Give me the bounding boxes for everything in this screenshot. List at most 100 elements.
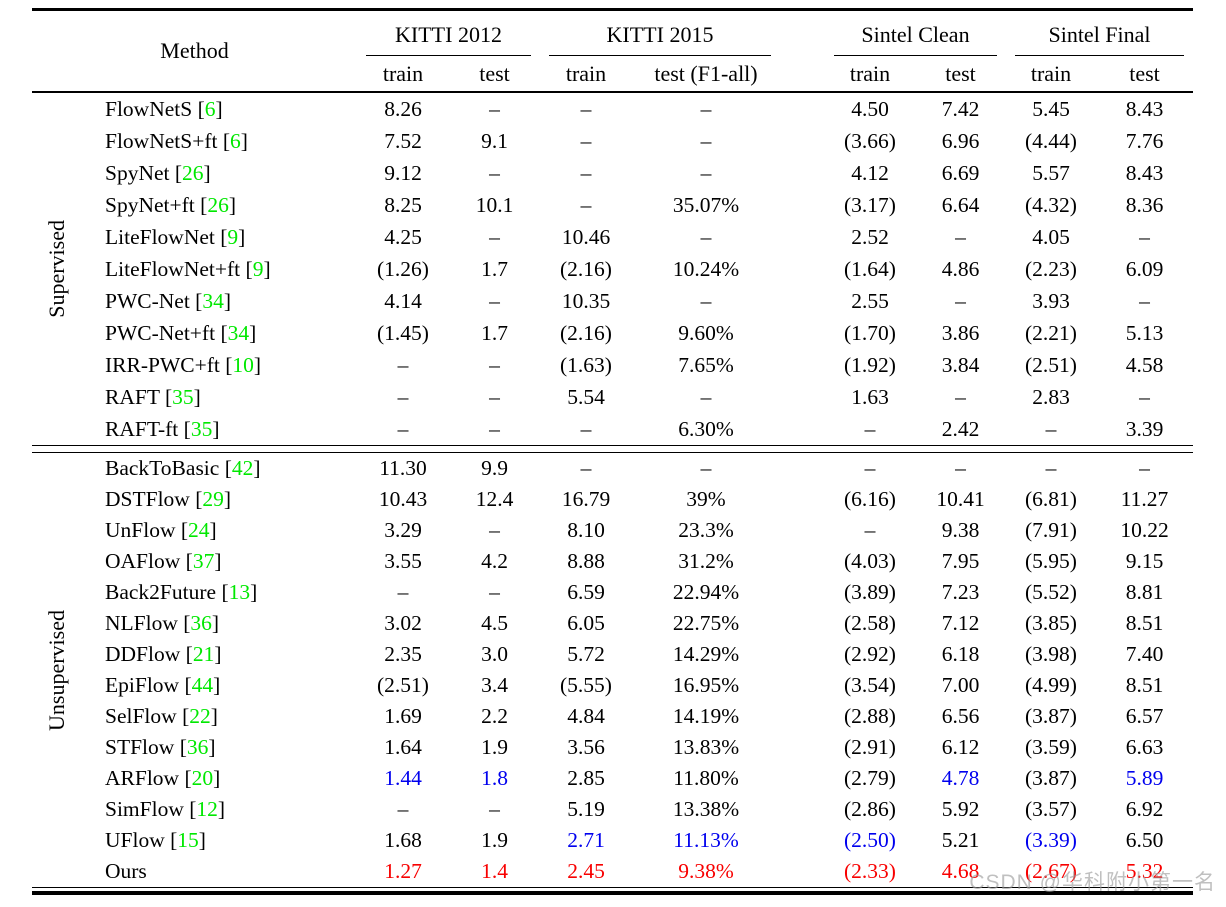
value-cell: – [955, 288, 966, 313]
value-cell: 6.96 [941, 128, 980, 153]
value-cell: – [1045, 456, 1057, 480]
value-cell: – [700, 128, 712, 153]
value-cell: 5.21 [941, 828, 980, 852]
method-name: UFlow [15] [105, 828, 206, 852]
value-cell: 1.9 [481, 828, 508, 852]
value-cell: (2.33) [844, 859, 896, 883]
group-header-underline [366, 55, 531, 56]
method-name: PWC-Net+ft [34] [105, 320, 257, 345]
group-header-sintel-final: Sintel Final [1006, 11, 1193, 56]
value-cell: – [489, 518, 500, 542]
value-cell: – [580, 192, 592, 217]
value-cell: 4.2 [481, 549, 508, 573]
value-cell: 14.19% [672, 704, 740, 728]
value-cell: – [955, 456, 966, 480]
table-row: PWC-Net [34] 4.14 – 10.35 – 2.55 – 3.93 – [82, 285, 1193, 317]
group-header-underline [834, 55, 997, 56]
value-cell: 7.12 [941, 611, 980, 635]
value-cell: 6.05 [567, 611, 605, 635]
value-cell: 3.39 [1125, 416, 1164, 441]
table-top-rule [32, 8, 1193, 11]
value-cell: 1.8 [481, 766, 508, 790]
value-cell: (5.95) [1025, 549, 1077, 573]
value-cell: 3.86 [941, 320, 980, 345]
value-cell: 2.71 [567, 828, 605, 852]
citation-ref: 9 [227, 224, 239, 249]
value-cell: 6.57 [1125, 704, 1164, 728]
method-name: NLFlow [36] [105, 611, 220, 635]
citation-ref: 26 [207, 192, 229, 217]
table-row: LiteFlowNet+ft [9] (1.26) 1.7 (2.16) 10.24% (… [82, 253, 1193, 285]
value-cell: (7.91) [1025, 518, 1077, 542]
value-cell: 3.29 [384, 518, 422, 542]
method-name-text: PWC-Net+ft [105, 320, 216, 345]
value-cell: 5.89 [1125, 766, 1164, 790]
section-label-text: Unsupervised [44, 609, 69, 731]
value-cell: 6.63 [1125, 735, 1164, 759]
value-cell: 2.85 [567, 766, 605, 790]
value-cell: – [489, 416, 500, 441]
value-cell: 8.43 [1125, 96, 1164, 121]
value-cell: (2.79) [844, 766, 896, 790]
value-cell: 7.40 [1125, 642, 1164, 666]
method-name-text: FlowNetS [105, 96, 193, 121]
citation-ref: 9 [252, 256, 264, 281]
table-row: DSTFlow [29] 10.43 12.4 16.79 39% (6.16) 10.41… [82, 484, 1193, 515]
value-cell: – [397, 580, 409, 604]
value-cell: 2.55 [851, 288, 889, 313]
method-name: UnFlow [24] [105, 518, 217, 542]
value-cell: 10.22 [1120, 518, 1169, 542]
subcolumn-header: train [849, 60, 891, 86]
table-row: SpyNet [26] 9.12 – – – 4.12 6.69 5.57 8.43 [82, 157, 1193, 189]
group-header-underline [549, 55, 771, 56]
method-name-text: ARFlow [105, 766, 180, 790]
value-cell: 8.25 [384, 192, 422, 217]
method-name: STFlow [36] [105, 735, 216, 759]
value-cell: (2.58) [844, 611, 896, 635]
value-cell: (1.45) [377, 320, 429, 345]
method-name: OAFlow [37] [105, 549, 222, 573]
value-cell: 3.56 [567, 735, 605, 759]
method-name: DSTFlow [29] [105, 487, 232, 511]
method-name: Back2Future [13] [105, 580, 258, 604]
value-cell: (3.54) [844, 673, 896, 697]
value-cell: (3.66) [844, 128, 896, 153]
value-cell: (2.88) [844, 704, 896, 728]
value-cell: – [489, 96, 500, 121]
value-cell: 6.56 [941, 704, 980, 728]
value-cell: 35.07% [672, 192, 740, 217]
table-row: EpiFlow [44] (2.51) 3.4 (5.55) 16.95% (3.54) 7… [82, 670, 1193, 701]
value-cell: (4.32) [1025, 192, 1077, 217]
table-row: RAFT-ft [35] – – – 6.30% – 2.42 – 3.39 [82, 413, 1193, 445]
table-row: STFlow [36] 1.64 1.9 3.56 13.83% (2.91) 6.12 (3… [82, 732, 1193, 763]
value-cell: 2.83 [1032, 384, 1070, 409]
table-row: RAFT [35] – – 5.54 – 1.63 – 2.83 – [82, 381, 1193, 413]
table-row: ARFlow [20] 1.44 1.8 2.85 11.80% (2.79) 4.78 (3… [82, 763, 1193, 794]
value-cell: 8.51 [1125, 611, 1164, 635]
method-name: Ours [82, 859, 357, 884]
method-name-text: Ours [105, 859, 147, 883]
value-cell: 10.1 [475, 192, 514, 217]
method-name-text: SimFlow [105, 797, 184, 821]
value-cell: 1.64 [384, 735, 422, 759]
value-cell: 7.52 [384, 128, 422, 153]
group-header-underline [1015, 55, 1184, 56]
method-name-text: DDFlow [105, 642, 181, 666]
citation-ref: 10 [232, 352, 254, 377]
method-name-text: UnFlow [105, 518, 176, 542]
value-cell: – [397, 352, 409, 377]
value-cell: – [580, 416, 592, 441]
value-cell: 2.45 [567, 859, 605, 883]
value-cell: 10.46 [561, 224, 611, 249]
table-header: Method KITTI 2012 train test KITTI 2015 trai… [32, 11, 1193, 93]
method-name-text: RAFT [105, 384, 160, 409]
citation-ref: 35 [190, 416, 213, 441]
method-name-text: OAFlow [105, 549, 181, 573]
value-cell: 1.27 [384, 859, 422, 883]
group-header-label: Sintel Clean [861, 22, 970, 47]
subcolumn-header: test (F1-all) [654, 60, 758, 86]
value-cell: 1.4 [481, 859, 508, 883]
value-cell: – [489, 288, 500, 313]
citation-ref: 21 [192, 642, 215, 666]
